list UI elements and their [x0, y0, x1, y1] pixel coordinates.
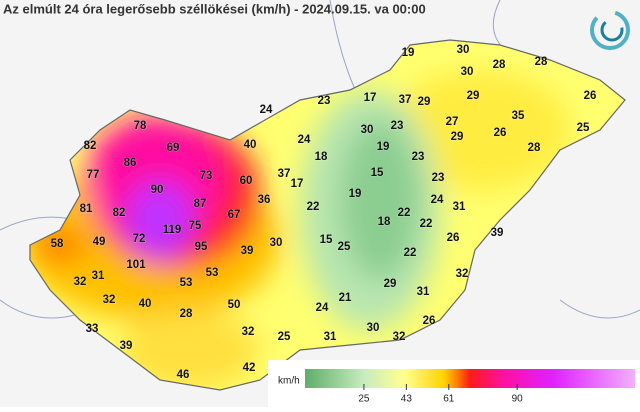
- station-value: 46: [177, 369, 190, 381]
- station-value: 53: [180, 277, 193, 289]
- station-value: 29: [467, 90, 480, 102]
- station-value: 25: [278, 331, 291, 343]
- station-value: 21: [339, 292, 352, 304]
- station-value: 81: [80, 203, 93, 215]
- station-value: 40: [244, 139, 257, 151]
- legend-tick-label: 25: [358, 394, 370, 405]
- station-value: 50: [228, 299, 241, 311]
- station-value: 30: [461, 66, 474, 78]
- station-value: 19: [377, 141, 390, 153]
- station-value: 24: [260, 104, 273, 116]
- station-value: 101: [126, 259, 146, 271]
- station-value: 82: [84, 140, 97, 152]
- station-value: 42: [243, 362, 256, 374]
- station-value: 72: [133, 233, 146, 245]
- station-value: 15: [371, 167, 384, 179]
- station-value: 31: [324, 331, 337, 343]
- legend-unit: km/h: [278, 376, 300, 387]
- station-value: 18: [315, 151, 328, 163]
- station-value: 37: [399, 94, 412, 106]
- station-value: 24: [431, 194, 444, 206]
- station-value: 32: [242, 326, 255, 338]
- station-value: 32: [103, 294, 116, 306]
- station-value: 17: [364, 92, 377, 104]
- station-value: 28: [535, 56, 548, 68]
- station-value: 32: [456, 268, 469, 280]
- station-value: 39: [491, 227, 504, 239]
- station-value: 86: [124, 157, 137, 169]
- station-value: 26: [494, 127, 507, 139]
- station-value: 95: [195, 241, 208, 253]
- station-value: 18: [378, 216, 391, 228]
- station-value: 119: [163, 224, 182, 236]
- station-value: 29: [384, 278, 397, 290]
- station-value: 22: [404, 247, 417, 259]
- station-value: 69: [167, 142, 180, 154]
- station-value: 32: [74, 276, 87, 288]
- title: Az elmúlt 24 óra legerősebb széllökései …: [3, 1, 426, 16]
- station-value: 53: [206, 267, 219, 279]
- station-value: 29: [418, 96, 431, 108]
- station-value: 23: [318, 95, 331, 107]
- station-value: 77: [87, 169, 100, 181]
- station-value: 31: [92, 270, 105, 282]
- station-value: 25: [577, 122, 590, 134]
- station-value: 73: [200, 170, 213, 182]
- station-value: 36: [258, 194, 271, 206]
- station-value: 75: [189, 220, 202, 232]
- station-value: 39: [120, 340, 133, 352]
- station-value: 19: [349, 188, 362, 200]
- station-value: 49: [93, 236, 106, 248]
- station-value: 35: [512, 110, 525, 122]
- station-value: 39: [241, 245, 254, 257]
- station-value: 19: [402, 47, 415, 59]
- borders: [0, 0, 640, 319]
- legend-tick-label: 61: [443, 394, 455, 405]
- station-value: 22: [307, 201, 320, 213]
- station-value: 23: [412, 151, 425, 163]
- station-value: 82: [113, 207, 126, 219]
- legend-tick-label: 43: [401, 394, 413, 405]
- legend-bar: [305, 369, 635, 388]
- station-value: 26: [584, 90, 597, 102]
- station-value: 90: [151, 184, 164, 196]
- station-value: 28: [180, 308, 193, 320]
- logo: [590, 10, 630, 50]
- station-value: 17: [291, 178, 304, 190]
- station-value: 30: [270, 237, 283, 249]
- station-value: 87: [194, 198, 207, 210]
- legend-tick-label: 90: [512, 394, 524, 405]
- station-value: 33: [86, 323, 99, 335]
- station-value: 78: [134, 120, 147, 132]
- station-value: 30: [457, 44, 470, 56]
- station-value: 23: [391, 120, 404, 132]
- station-value: 24: [298, 134, 311, 146]
- station-value: 29: [451, 131, 464, 143]
- station-value: 28: [528, 142, 541, 154]
- station-value: 25: [338, 241, 351, 253]
- station-value: 15: [320, 234, 333, 246]
- station-value: 23: [432, 172, 445, 184]
- station-value: 30: [367, 322, 380, 334]
- station-value: 26: [423, 315, 436, 327]
- station-value: 60: [240, 175, 253, 187]
- station-value: 28: [493, 59, 506, 71]
- station-value: 31: [453, 201, 466, 213]
- station-value: 67: [228, 209, 241, 221]
- station-value: 22: [420, 218, 433, 230]
- station-value: 58: [51, 238, 64, 250]
- station-value: 26: [447, 232, 460, 244]
- station-value: 31: [417, 286, 430, 298]
- station-value: 40: [139, 298, 152, 310]
- station-value: 37: [278, 168, 291, 180]
- station-value: 22: [398, 207, 411, 219]
- station-value: 30: [361, 124, 374, 136]
- station-value: 27: [446, 116, 459, 128]
- station-value: 32: [393, 331, 406, 343]
- station-value: 24: [316, 302, 329, 314]
